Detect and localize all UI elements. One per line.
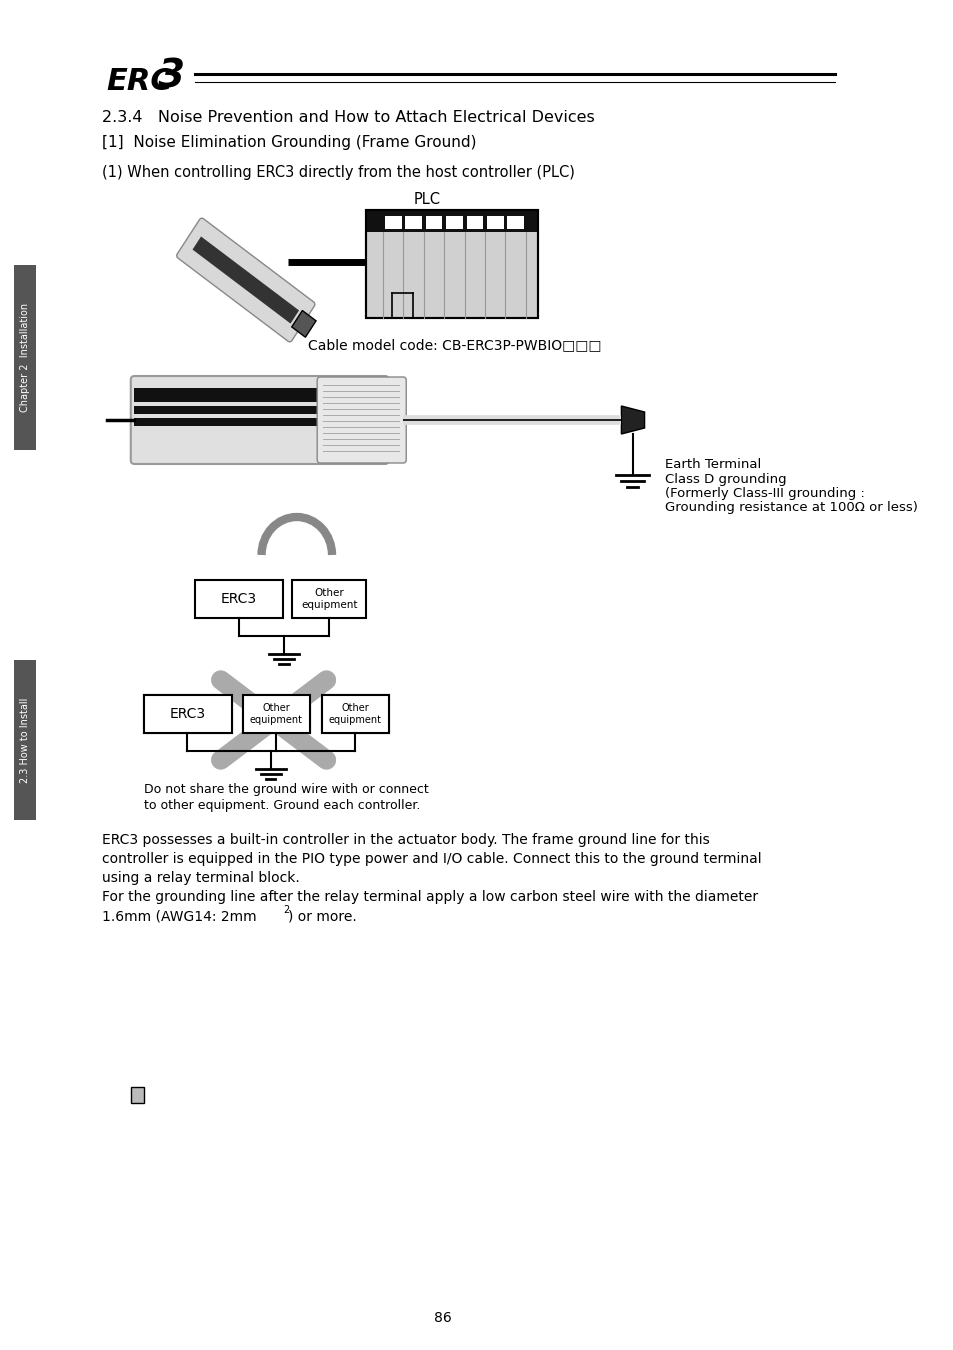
Text: Other
equipment: Other equipment: [329, 703, 381, 725]
Text: (Formerly Class-III grounding :: (Formerly Class-III grounding :: [664, 486, 864, 500]
FancyBboxPatch shape: [425, 216, 442, 230]
Text: ERC3: ERC3: [220, 593, 256, 606]
FancyBboxPatch shape: [321, 695, 388, 733]
FancyBboxPatch shape: [507, 216, 523, 230]
FancyBboxPatch shape: [193, 236, 298, 324]
Text: 2.3.4   Noise Prevention and How to Attach Electrical Devices: 2.3.4 Noise Prevention and How to Attach…: [102, 111, 594, 126]
FancyBboxPatch shape: [446, 216, 462, 230]
FancyBboxPatch shape: [466, 216, 483, 230]
FancyBboxPatch shape: [14, 265, 36, 450]
FancyBboxPatch shape: [366, 211, 537, 232]
Text: 1.6mm (AWG14: 2mm: 1.6mm (AWG14: 2mm: [102, 909, 256, 923]
Text: 2.3 How to Install: 2.3 How to Install: [20, 698, 30, 783]
Text: ERC3: ERC3: [170, 707, 206, 721]
Text: PLC: PLC: [413, 193, 439, 208]
Text: Other
equipment: Other equipment: [250, 703, 302, 725]
FancyBboxPatch shape: [131, 377, 388, 464]
Text: ERC: ERC: [107, 68, 173, 96]
Text: to other equipment. Ground each controller.: to other equipment. Ground each controll…: [144, 799, 419, 813]
Text: controller is equipped in the PIO type power and I/O cable. Connect this to the : controller is equipped in the PIO type p…: [102, 852, 760, 865]
FancyBboxPatch shape: [134, 387, 319, 402]
FancyBboxPatch shape: [292, 310, 315, 338]
FancyBboxPatch shape: [131, 1087, 144, 1103]
Text: Other
equipment: Other equipment: [329, 703, 381, 725]
Text: (1) When controlling ERC3 directly from the host controller (PLC): (1) When controlling ERC3 directly from …: [102, 165, 575, 180]
Text: Other
equipment: Other equipment: [301, 589, 357, 610]
FancyBboxPatch shape: [144, 695, 232, 733]
FancyBboxPatch shape: [14, 660, 36, 819]
FancyBboxPatch shape: [486, 216, 503, 230]
Polygon shape: [620, 406, 644, 433]
Text: Do not share the ground wire with or connect: Do not share the ground wire with or con…: [144, 783, 428, 796]
Text: Grounding resistance at 100Ω or less): Grounding resistance at 100Ω or less): [664, 501, 917, 513]
Text: ERC3 possesses a built-in controller in the actuator body. The frame ground line: ERC3 possesses a built-in controller in …: [102, 833, 709, 846]
Text: Chapter 2  Installation: Chapter 2 Installation: [20, 302, 30, 412]
Text: Earth Terminal: Earth Terminal: [664, 459, 760, 471]
Text: 2: 2: [283, 904, 289, 915]
Text: Class D grounding: Class D grounding: [664, 472, 786, 486]
FancyBboxPatch shape: [144, 695, 232, 733]
FancyBboxPatch shape: [405, 216, 421, 230]
Text: 86: 86: [433, 1311, 451, 1324]
FancyBboxPatch shape: [316, 377, 406, 463]
Text: [1]  Noise Elimination Grounding (Frame Ground): [1] Noise Elimination Grounding (Frame G…: [102, 135, 476, 150]
FancyBboxPatch shape: [243, 695, 310, 733]
FancyBboxPatch shape: [134, 418, 319, 427]
FancyBboxPatch shape: [292, 580, 366, 618]
FancyBboxPatch shape: [384, 216, 401, 230]
FancyBboxPatch shape: [321, 695, 388, 733]
Text: using a relay terminal block.: using a relay terminal block.: [102, 871, 299, 886]
Text: Cable model code: CB-ERC3P-PWBIO□□□: Cable model code: CB-ERC3P-PWBIO□□□: [308, 338, 600, 352]
FancyBboxPatch shape: [366, 211, 537, 319]
FancyBboxPatch shape: [243, 695, 310, 733]
Text: ) or more.: ) or more.: [288, 909, 356, 923]
Text: For the grounding line after the relay terminal apply a low carbon steel wire wi: For the grounding line after the relay t…: [102, 890, 758, 905]
FancyBboxPatch shape: [194, 580, 283, 618]
FancyBboxPatch shape: [134, 406, 319, 414]
Text: Other
equipment: Other equipment: [250, 703, 302, 725]
Text: 3: 3: [157, 58, 185, 96]
Text: ERC3: ERC3: [170, 707, 206, 721]
FancyBboxPatch shape: [176, 219, 314, 342]
